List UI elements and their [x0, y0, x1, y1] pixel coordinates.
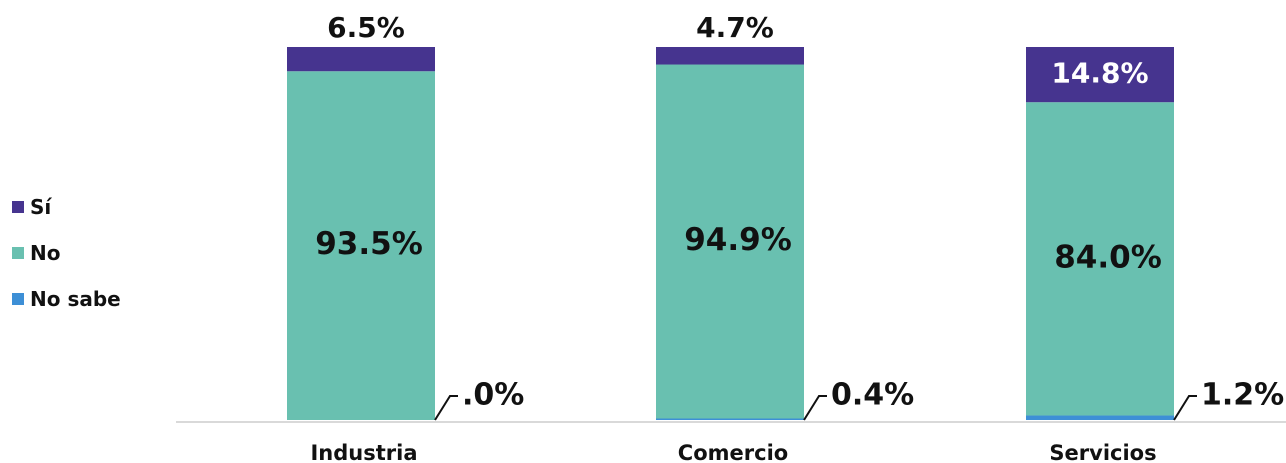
data-label-si-industria: 6.5% [327, 11, 405, 44]
bar-no-comercio [656, 64, 804, 419]
leader-line-no-sabe-servicios [1173, 395, 1197, 421]
bar-si-servicios [1026, 47, 1174, 103]
legend-swatch-no-sabe [12, 293, 24, 305]
legend-item-si: Sí [12, 195, 121, 219]
x-tick-label-comercio: Comercio [678, 441, 788, 463]
data-label-no-servicios: 84.0% [1054, 239, 1162, 275]
data-label-no-sabe-industria: .0% [462, 378, 524, 413]
legend-label-no-sabe: No sabe [30, 287, 121, 311]
data-label-no-industria: 93.5% [315, 226, 423, 262]
bars-group [287, 47, 1174, 421]
legend-label-si: Sí [30, 195, 52, 219]
legend-label-no: No [30, 241, 61, 265]
legend-item-no-sabe: No sabe [12, 287, 121, 311]
bar-si-industria [287, 47, 435, 72]
data-label-no-comercio: 94.9% [684, 222, 792, 258]
leader-line-no-sabe-comercio [803, 395, 827, 421]
data-label-no-sabe-servicios: 1.2% [1201, 378, 1284, 413]
legend-item-no: No [12, 241, 121, 265]
data-label-no-sabe-comercio: 0.4% [831, 378, 914, 413]
legend-swatch-no [12, 247, 24, 259]
bar-no-servicios [1026, 102, 1174, 416]
labels-group: 93.5% 6.5% .0% Industria 94.9% 4.7% 0.4% Comerc… [310, 11, 1284, 463]
x-tick-label-servicios: Servicios [1049, 441, 1156, 463]
x-tick-label-industria: Industria [310, 441, 417, 463]
bar-si-comercio [656, 47, 804, 65]
legend: Sí No No sabe [12, 195, 121, 311]
data-label-si-servicios: 14.8% [1051, 57, 1148, 90]
legend-swatch-si [12, 201, 24, 213]
leader-line-no-sabe-industria [434, 395, 458, 421]
bar-no-sabe-comercio [656, 418, 804, 420]
bar-no-industria [287, 71, 435, 421]
data-label-si-comercio: 4.7% [696, 11, 774, 44]
bar-no-sabe-servicios [1026, 415, 1174, 420]
